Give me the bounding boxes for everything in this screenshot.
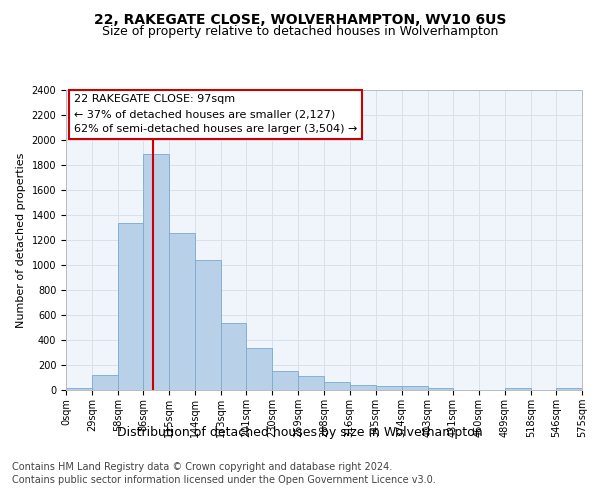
Bar: [143, 154, 169, 390]
Bar: [325, 382, 350, 390]
Bar: [428, 388, 453, 390]
Bar: [376, 386, 401, 390]
Text: Contains public sector information licensed under the Open Government Licence v3: Contains public sector information licen…: [12, 475, 436, 485]
Text: Size of property relative to detached houses in Wolverhampton: Size of property relative to detached ho…: [102, 25, 498, 38]
Bar: [298, 376, 325, 390]
Bar: [350, 385, 376, 390]
Y-axis label: Number of detached properties: Number of detached properties: [16, 152, 26, 328]
Bar: [401, 386, 428, 390]
Bar: [66, 388, 92, 390]
Text: 22 RAKEGATE CLOSE: 97sqm
← 37% of detached houses are smaller (2,127)
62% of sem: 22 RAKEGATE CLOSE: 97sqm ← 37% of detach…: [74, 94, 357, 134]
Text: Contains HM Land Registry data © Crown copyright and database right 2024.: Contains HM Land Registry data © Crown c…: [12, 462, 392, 472]
Text: 22, RAKEGATE CLOSE, WOLVERHAMPTON, WV10 6US: 22, RAKEGATE CLOSE, WOLVERHAMPTON, WV10 …: [94, 12, 506, 26]
Bar: [195, 260, 221, 390]
Bar: [247, 348, 272, 390]
Bar: [118, 222, 143, 390]
Bar: [505, 388, 531, 390]
Bar: [221, 322, 247, 390]
Bar: [556, 388, 582, 390]
Bar: [169, 232, 195, 390]
Bar: [272, 370, 298, 390]
Bar: [92, 375, 118, 390]
Text: Distribution of detached houses by size in Wolverhampton: Distribution of detached houses by size …: [117, 426, 483, 439]
